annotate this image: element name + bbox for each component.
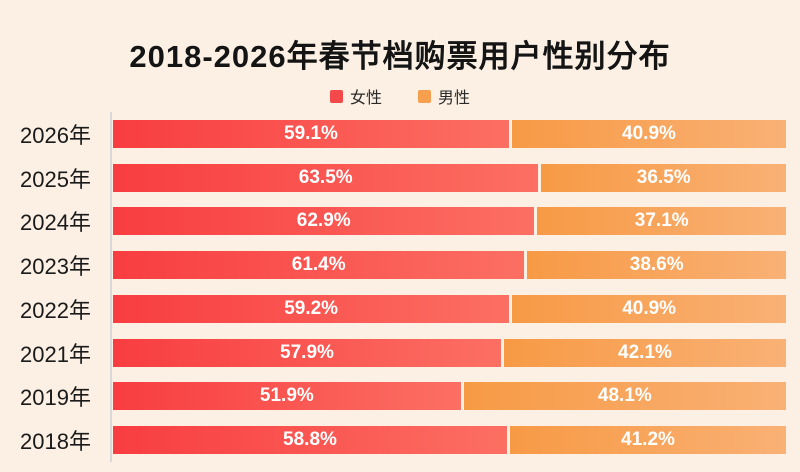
category-label: 2026年	[20, 122, 91, 148]
category-label: 2019年	[20, 385, 91, 411]
bar-track: 51.9% 48.1%	[113, 382, 786, 411]
bar-track: 61.4% 38.6%	[113, 251, 786, 280]
bar-track: 63.5% 36.5%	[113, 163, 786, 192]
bar-track: 58.8% 41.2%	[113, 426, 786, 455]
legend-item-female[interactable]: 女性	[329, 84, 382, 108]
male-bar-value: 42.1%	[618, 341, 672, 363]
chart-row: 2021年 57.9% 42.1%	[0, 331, 800, 375]
female-bar-segment: 58.8%	[113, 426, 507, 455]
female-bar-value: 59.2%	[284, 297, 339, 319]
chart-row: 2019年 51.9% 48.1%	[0, 375, 800, 419]
male-bar-segment: 40.9%	[512, 294, 786, 323]
category-label: 2018年	[20, 429, 91, 455]
male-bar-value: 40.9%	[622, 297, 677, 319]
male-bar-value: 36.5%	[636, 166, 691, 188]
female-bar-value: 62.9%	[296, 210, 351, 232]
female-bar-segment: 59.1%	[113, 119, 509, 148]
male-bar-value: 40.9%	[622, 122, 676, 144]
male-bar-value: 48.1%	[597, 385, 652, 407]
chart-title: 2018-2026年春节档购票用户性别分布	[129, 39, 671, 74]
male-bar-segment: 42.1%	[503, 338, 786, 367]
female-bar-segment: 62.9%	[113, 207, 535, 236]
chart-row: 2018年 58.8% 41.2%	[0, 418, 800, 462]
chart-row: 2022年 59.2% 40.9%	[0, 287, 800, 331]
category-label: 2021年	[20, 341, 91, 367]
female-bar-value: 57.9%	[280, 341, 334, 363]
male-bar-segment: 48.1%	[463, 382, 786, 411]
bar-track: 57.9% 42.1%	[113, 338, 786, 367]
chart-legend: 女性 男性	[0, 84, 800, 108]
male-bar-segment: 41.2%	[509, 426, 786, 455]
female-bar-segment: 61.4%	[113, 251, 525, 280]
category-label: 2024年	[20, 210, 91, 236]
chart-row: 2024年 62.9% 37.1%	[0, 200, 800, 244]
chart-row: 2023年 61.4% 38.6%	[0, 243, 800, 287]
female-bar-value: 58.8%	[283, 429, 337, 451]
chart-rows: 2026年 59.1% 40.9% 2025年 63.5% 36.5% 2024年 62.9%…	[0, 112, 800, 462]
female-bar-segment: 63.5%	[113, 163, 539, 192]
male-bar-value: 37.1%	[634, 210, 689, 232]
chart-row: 2025年 63.5% 36.5%	[0, 156, 800, 200]
category-label: 2022年	[20, 297, 91, 323]
female-bar-value: 51.9%	[259, 385, 314, 407]
category-label: 2025年	[20, 166, 91, 192]
female-bar-segment: 51.9%	[113, 382, 461, 411]
category-label: 2023年	[20, 254, 91, 280]
female-bar-value: 63.5%	[298, 166, 353, 188]
legend-item-male[interactable]: 男性	[418, 84, 470, 108]
male-bar-value: 38.6%	[629, 254, 684, 276]
female-bar-segment: 57.9%	[113, 338, 501, 367]
legend-label-female: 女性	[349, 90, 382, 107]
bar-track: 59.2% 40.9%	[113, 294, 786, 323]
male-bar-segment: 36.5%	[541, 163, 786, 192]
bar-track: 62.9% 37.1%	[113, 207, 786, 236]
male-bar-segment: 37.1%	[537, 207, 786, 236]
female-bar-value: 59.1%	[284, 122, 338, 144]
male-legend-swatch-icon	[418, 89, 431, 103]
bar-track: 59.1% 40.9%	[113, 119, 786, 148]
female-bar-segment: 59.2%	[113, 294, 510, 323]
male-bar-segment: 38.6%	[527, 251, 786, 280]
female-bar-value: 61.4%	[291, 254, 346, 276]
legend-label-male: 男性	[438, 90, 471, 107]
male-bar-segment: 40.9%	[511, 119, 786, 148]
chart-row: 2026年 59.1% 40.9%	[0, 112, 800, 156]
female-legend-swatch-icon	[329, 89, 343, 103]
y-axis-line	[110, 112, 112, 462]
male-bar-value: 41.2%	[621, 429, 675, 451]
